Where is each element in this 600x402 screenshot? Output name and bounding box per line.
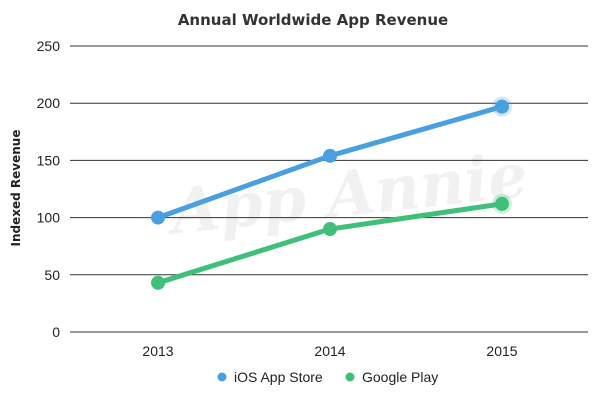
y-tick-label: 200	[37, 95, 61, 111]
x-tick-label: 2015	[486, 343, 517, 359]
series-1	[151, 193, 512, 290]
data-point	[151, 275, 165, 290]
data-point	[495, 99, 509, 114]
legend-marker	[345, 372, 355, 382]
y-tick-label: 250	[37, 38, 61, 54]
y-tick-label: 150	[37, 152, 61, 168]
x-tick-label: 2013	[142, 343, 173, 359]
y-tick-label: 0	[52, 324, 60, 340]
legend-label: iOS App Store	[234, 369, 323, 385]
data-point	[151, 210, 165, 225]
x-tick-label: 2014	[314, 343, 345, 359]
y-axis-label: Indexed Revenue	[9, 130, 23, 247]
legend: iOS App Store Google Play	[217, 369, 438, 385]
legend-marker	[217, 372, 227, 382]
y-tick-label: 100	[37, 210, 61, 226]
series-0	[151, 96, 512, 225]
data-point	[323, 148, 337, 163]
legend-label: Google Play	[362, 369, 438, 385]
y-axis-ticks: 0 50 100 150 200 250	[37, 38, 61, 340]
y-tick-label: 50	[44, 267, 60, 283]
chart-title: Annual Worldwide App Revenue	[178, 11, 448, 29]
data-point	[323, 222, 337, 237]
data-point	[495, 196, 509, 211]
x-axis-ticks: 2013 2014 2015	[142, 343, 517, 359]
series-layer	[151, 96, 512, 290]
